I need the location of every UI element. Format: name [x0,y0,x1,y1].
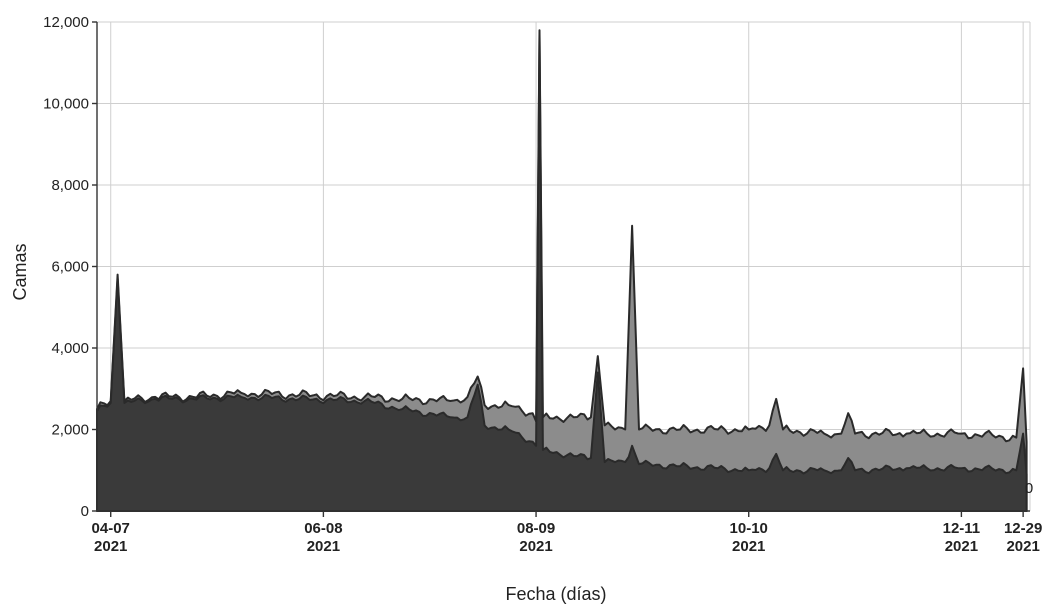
x-tick-label: 10-10 [730,520,768,537]
x-tick-label: 12-29 [1004,520,1042,537]
area-series-lower [96,33,1028,512]
x-tick-year: 2021 [945,538,978,555]
x-tick-label: 06-08 [304,520,342,537]
x-tick-year: 2021 [732,538,765,555]
area-layer [96,29,1028,512]
y-tick-label: 2,000 [51,422,89,439]
y-tick-label: 8,000 [51,177,89,194]
grid-layer [97,21,1031,511]
y-tick-label: 4,000 [51,340,89,357]
x-axis-label: Fecha (días) [505,584,606,604]
y-tick-label: 0 [81,503,89,520]
end-value-label: 0 [1025,480,1033,497]
x-tick-label: 08-09 [517,520,555,537]
axis-layer [92,21,1030,517]
x-tick-year: 2021 [1006,538,1039,555]
y-tick-label: 10,000 [43,96,89,113]
y-tick-label: 6,000 [51,259,89,276]
x-tick-year: 2021 [94,538,127,555]
x-tick-label: 12-11 [943,520,981,537]
x-tick-labels: 04-07202106-08202108-09202110-10202112-1… [92,520,1043,555]
x-tick-year: 2021 [519,538,552,555]
x-tick-year: 2021 [307,538,340,555]
y-tick-label: 12,000 [43,14,89,31]
y-axis-label: Camas [10,243,30,300]
y-tick-labels: 0 2,000 4,000 6,000 8,000 10,000 12,000 [43,14,89,520]
x-tick-label: 04-07 [92,520,130,537]
